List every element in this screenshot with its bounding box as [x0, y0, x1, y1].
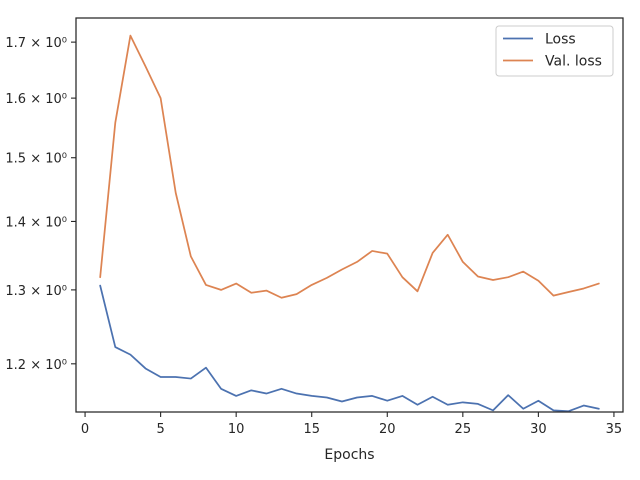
- legend-label-loss: Loss: [545, 32, 576, 48]
- series-line-loss: [99, 284, 600, 412]
- x-tick-label: 15: [303, 422, 320, 437]
- x-axis-label: Epochs: [324, 447, 374, 463]
- y-tick-label: 1.5 × 10⁰: [5, 152, 67, 167]
- x-tick-label: 25: [455, 422, 472, 437]
- y-tick-label: 1.6 × 10⁰: [5, 92, 67, 107]
- x-tick-label: 20: [379, 422, 396, 437]
- legend-label-val-loss: Val. loss: [545, 54, 602, 70]
- y-tick-label: 1.7 × 10⁰: [5, 36, 67, 51]
- y-axis-ticks: 1.2 × 10⁰ 1.3 × 10⁰ 1.4 × 10⁰ 1.5 × 10⁰ 1.6 …: [5, 36, 76, 373]
- x-tick-label: 0: [81, 422, 89, 437]
- x-tick-label: 10: [228, 422, 245, 437]
- y-tick-label: 1.3 × 10⁰: [5, 284, 67, 299]
- plot-frame: [75, 17, 624, 413]
- x-axis-ticks: 0 5 10 15 20 25 30 35: [81, 412, 622, 437]
- x-tick-label: 35: [606, 422, 623, 437]
- x-tick-label: 5: [156, 422, 164, 437]
- x-tick-label: 30: [530, 422, 547, 437]
- y-tick-label: 1.2 × 10⁰: [5, 358, 67, 373]
- series-line-val-loss: [99, 34, 600, 299]
- legend: Loss Val. loss: [495, 25, 614, 77]
- series-lines: [99, 34, 600, 412]
- y-tick-label: 1.4 × 10⁰: [5, 215, 67, 230]
